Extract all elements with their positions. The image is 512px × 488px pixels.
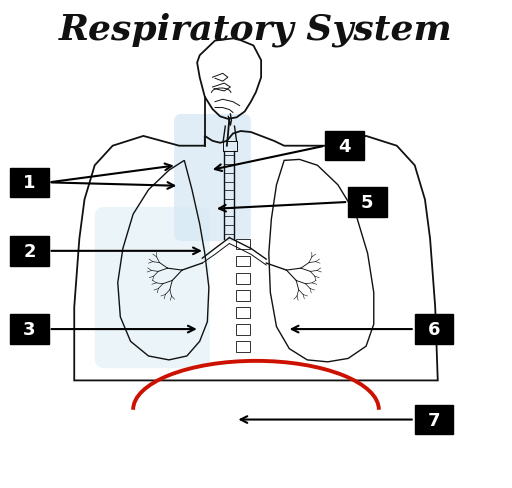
FancyBboxPatch shape (10, 315, 49, 344)
FancyBboxPatch shape (174, 115, 251, 242)
Text: 4: 4 (338, 138, 351, 155)
FancyBboxPatch shape (236, 256, 250, 267)
FancyBboxPatch shape (10, 168, 49, 198)
FancyBboxPatch shape (95, 207, 210, 368)
FancyBboxPatch shape (236, 325, 250, 335)
FancyBboxPatch shape (415, 405, 453, 434)
FancyBboxPatch shape (415, 315, 453, 344)
Text: 3: 3 (23, 321, 36, 338)
Text: 6: 6 (428, 321, 440, 338)
Text: 2: 2 (23, 243, 36, 260)
FancyBboxPatch shape (236, 307, 250, 318)
FancyBboxPatch shape (236, 239, 250, 250)
Text: 1: 1 (23, 174, 36, 192)
FancyBboxPatch shape (236, 290, 250, 301)
Text: 5: 5 (361, 194, 374, 211)
FancyBboxPatch shape (236, 273, 250, 284)
FancyBboxPatch shape (348, 188, 387, 217)
Text: Respiratory System: Respiratory System (59, 12, 453, 47)
FancyBboxPatch shape (10, 237, 49, 266)
Text: 7: 7 (428, 411, 440, 428)
FancyBboxPatch shape (325, 132, 364, 161)
FancyBboxPatch shape (236, 342, 250, 352)
